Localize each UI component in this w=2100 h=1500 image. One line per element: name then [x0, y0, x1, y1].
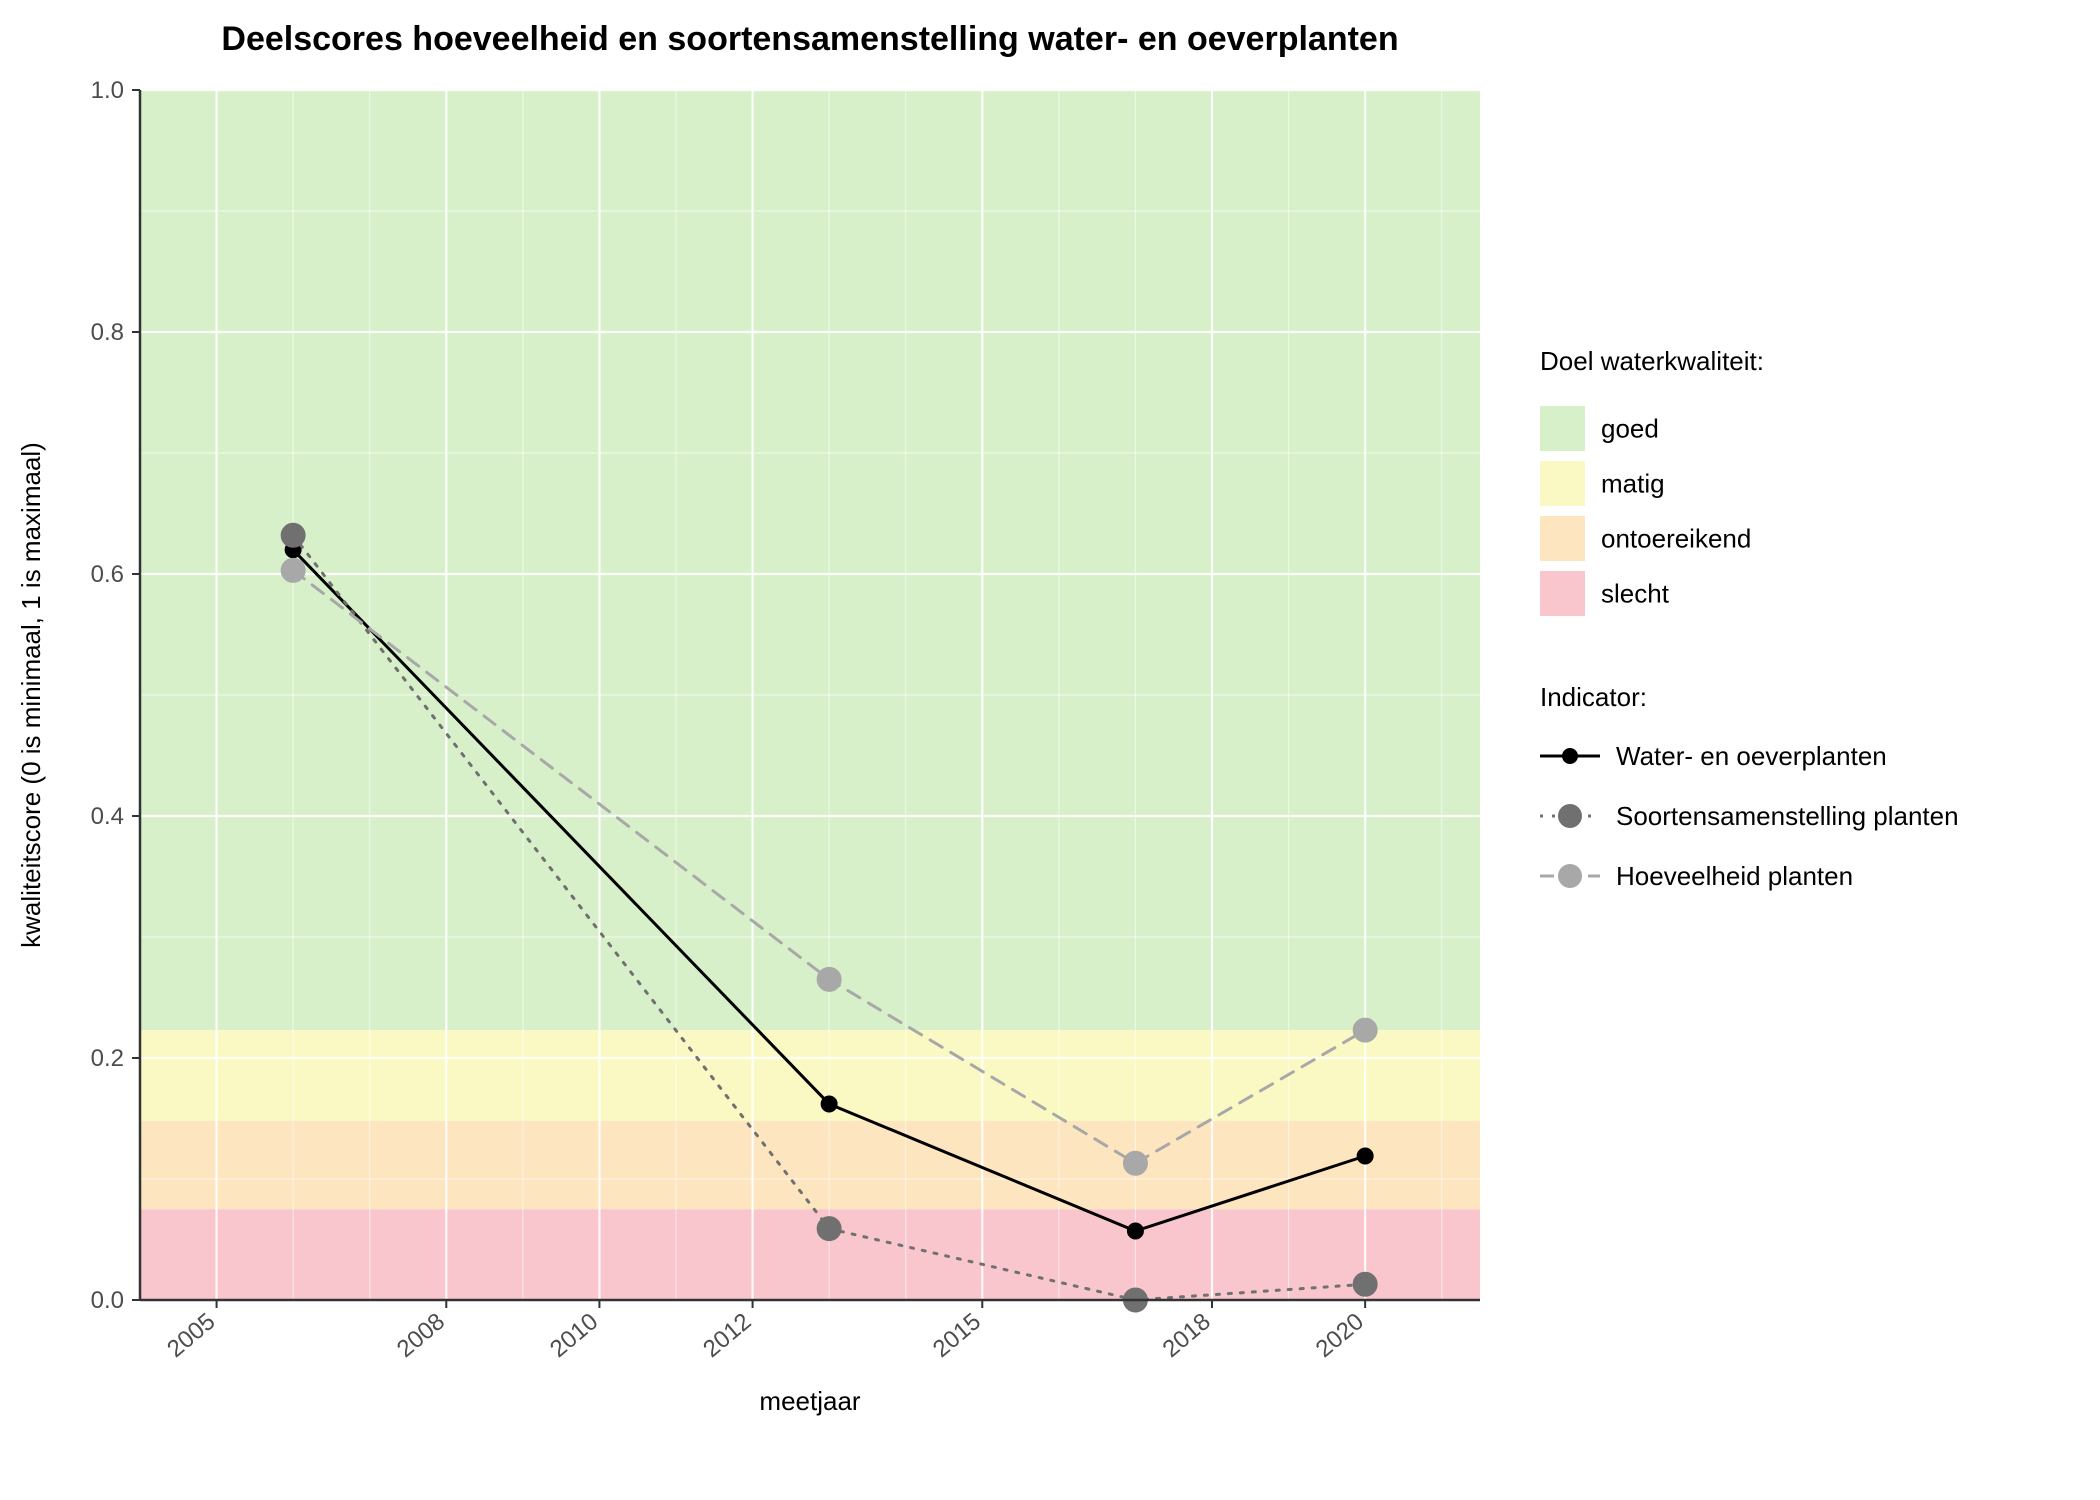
- legend-series-label-soort: Soortensamenstelling planten: [1616, 801, 1959, 831]
- x-tick-label: 2005: [162, 1308, 220, 1363]
- series-point-soort: [817, 1217, 841, 1241]
- legend-swatch-ontoereikend: [1540, 516, 1585, 561]
- legend-series-title: Indicator:: [1540, 682, 1647, 712]
- legend-swatch-goed: [1540, 406, 1585, 451]
- y-tick-label: 0.0: [91, 1287, 124, 1314]
- y-axis-label: kwaliteitscore (0 is minimaal, 1 is maxi…: [16, 442, 46, 948]
- x-tick-label: 2012: [698, 1308, 756, 1363]
- series-point-hoev: [281, 558, 305, 582]
- chart-container: 0.0 0.2 0.4 0.6 0.8 1.0 2005 2008 2010 2012 2015 20…: [0, 0, 2100, 1500]
- legend-marker-soort: [1558, 804, 1582, 828]
- quality-band-ontoereikend: [140, 1121, 1480, 1209]
- legend-label-ontoereikend: ontoereikend: [1601, 524, 1751, 554]
- legend-swatch-matig: [1540, 461, 1585, 506]
- y-tick-label: 1.0: [91, 77, 124, 104]
- legend-series-label-water_oever: Water- en oeverplanten: [1616, 741, 1887, 771]
- x-tick-label: 2018: [1158, 1308, 1216, 1363]
- y-tick-label: 0.6: [91, 561, 124, 588]
- quality-band-slecht: [140, 1209, 1480, 1300]
- y-tick-label: 0.2: [91, 1045, 124, 1072]
- y-tick-label: 0.8: [91, 319, 124, 346]
- quality-band-matig: [140, 1030, 1480, 1121]
- series-point-water_oever: [1357, 1148, 1373, 1164]
- legend-series-label-hoev: Hoeveelheid planten: [1616, 861, 1853, 891]
- legend-label-matig: matig: [1601, 469, 1665, 499]
- series-point-soort: [281, 523, 305, 547]
- y-tick-label: 0.4: [91, 803, 124, 830]
- series-point-water_oever: [821, 1096, 837, 1112]
- legend-marker-hoev: [1558, 864, 1582, 888]
- chart-svg: 0.0 0.2 0.4 0.6 0.8 1.0 2005 2008 2010 2012 2015 20…: [0, 0, 2100, 1500]
- legend-swatch-slecht: [1540, 571, 1585, 616]
- series-point-hoev: [817, 967, 841, 991]
- x-tick-label: 2020: [1311, 1308, 1369, 1363]
- series-point-soort: [1353, 1272, 1377, 1296]
- series-point-water_oever: [1127, 1223, 1143, 1239]
- x-tick-label: 2015: [928, 1308, 986, 1363]
- x-tick-label: 2010: [545, 1308, 603, 1363]
- chart-title: Deelscores hoeveelheid en soortensamenst…: [221, 20, 1398, 58]
- quality-band-goed: [140, 90, 1480, 1030]
- legend-label-slecht: slecht: [1601, 579, 1670, 609]
- legend-bands-title: Doel waterkwaliteit:: [1540, 346, 1764, 376]
- legend-marker-water_oever: [1562, 748, 1578, 764]
- x-axis-label: meetjaar: [759, 1386, 860, 1416]
- series-point-hoev: [1123, 1151, 1147, 1175]
- legend-label-goed: goed: [1601, 414, 1659, 444]
- x-tick-label: 2008: [392, 1308, 450, 1363]
- series-point-hoev: [1353, 1018, 1377, 1042]
